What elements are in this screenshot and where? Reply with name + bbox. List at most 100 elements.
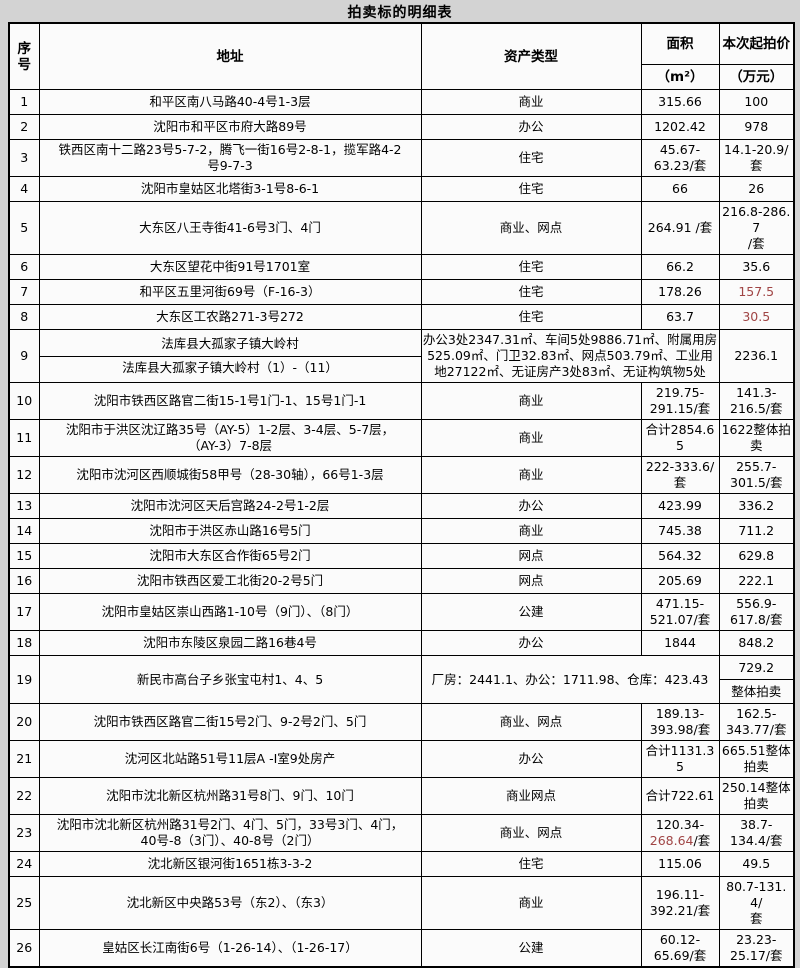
asset-type-cell: 住宅	[420, 279, 642, 305]
price-cell: 556.9- 617.8/套	[718, 593, 795, 631]
area-cell: 745.38	[640, 518, 720, 544]
asset-type-cell: 商业	[420, 382, 642, 420]
table-row: 17 沈阳市皇姑区崇山西路1-10号（9门）、（8门） 公建 471.15- 521.0…	[8, 593, 795, 631]
row-number-cell: 2	[8, 114, 40, 140]
address-cell: 沈北新区中央路53号（东2）、（东3）	[38, 876, 422, 930]
header-address: 地址	[38, 22, 422, 90]
price-cell: 23.23- 25.17/套	[718, 929, 795, 968]
address-cell: 沈北新区银河街1651栋3-3-2	[38, 851, 422, 877]
address-cell: 沈阳市铁西区路官二街15号2门、9-2号2门、5门	[38, 703, 422, 741]
area-cell: 471.15- 521.07/套	[640, 593, 720, 631]
header-asset-type: 资产类型	[420, 22, 642, 90]
address-cell: 沈阳市皇姑区北塔街3-1号8-6-1	[38, 176, 422, 202]
price-cell: 711.2	[718, 518, 795, 544]
address-cell: 沈阳市铁西区路官二街15-1号1门-1、15号1门-1	[38, 382, 422, 420]
price-cell: 978	[718, 114, 795, 140]
address-cell: 沈阳市大东区合作街65号2门	[38, 543, 422, 569]
address-cell: 和平区五里河街69号（F-16-3）	[38, 279, 422, 305]
address-cell: 沈阳市于洪区赤山路16号5门	[38, 518, 422, 544]
row-number-cell: 12	[8, 456, 40, 494]
area-cell: 423.99	[640, 493, 720, 519]
table-row: 15 沈阳市大东区合作街65号2门 网点 564.32 629.8	[8, 543, 795, 569]
table-row: 21 沈河区北站路51号11层A -I室9处房产 办公 合计1131.35 665.51…	[8, 740, 795, 778]
header-area-unit: （m²）	[640, 64, 720, 90]
area-cell: 564.32	[640, 543, 720, 569]
header-area: 面积	[640, 22, 720, 65]
table-row: 26 皇姑区长江南街6号（1-26-14）、（1-26-17） 公建 60.12- 65…	[8, 929, 795, 968]
price-cell: 848.2	[718, 630, 795, 656]
row-number-cell: 3	[8, 139, 40, 177]
area-cell: 合计2854.65	[640, 419, 720, 457]
asset-type-cell: 办公	[420, 493, 642, 519]
row-number-cell: 26	[8, 929, 40, 968]
price-cell: 157.5	[718, 279, 795, 305]
address-cell: 沈阳市沈北新区杭州路31号2门、4门、5门，33号3门、4门， 40号-8（3门）…	[38, 814, 422, 852]
row-number-cell: 22	[8, 777, 40, 815]
row-number-cell: 14	[8, 518, 40, 544]
price-cell: 216.8-286.7/套	[718, 201, 795, 255]
row-number-cell: 18	[8, 630, 40, 656]
table-row: 23 沈阳市沈北新区杭州路31号2门、4门、5门，33号3门、4门， 40号-8（3…	[8, 814, 795, 852]
table-row: 25 沈北新区中央路53号（东2）、（东3） 商业 196.11- 392.21/套 80…	[8, 876, 795, 930]
price-cell: 2236.1	[718, 329, 795, 383]
table-row: 10 沈阳市铁西区路官二街15-1号1门-1、15号1门-1 商业 219.75- 29…	[8, 382, 795, 420]
price-cell: 26	[718, 176, 795, 202]
address-cell: 大东区工农路271-3号272	[38, 304, 422, 330]
asset-type-cell: 办公	[420, 630, 642, 656]
table-row: 14 沈阳市于洪区赤山路16号5门 商业 745.38 711.2	[8, 518, 795, 544]
table-row: 6 大东区望花中街91号1701室 住宅 66.2 35.6	[8, 254, 795, 280]
row-number-cell: 9	[8, 329, 40, 383]
table-row: 19 新民市高台子乡张宝屯村1、4、5 厂房：2441.1、办公：1711.98、仓…	[8, 655, 795, 704]
address-cell-part: 法库县大孤家子镇大岭村	[161, 336, 299, 351]
price-cell-part: 729.2	[738, 659, 775, 675]
asset-type-cell: 商业、网点	[420, 201, 642, 255]
address-cell: 沈阳市于洪区沈辽路35号（AY-5）1-2层、3-4层、5-7层， （AY-3）7…	[38, 419, 422, 457]
row-number-cell: 25	[8, 876, 40, 930]
asset-type-cell: 住宅	[420, 176, 642, 202]
table-row: 9 法库县大孤家子镇大岭村 法库县大孤家子镇大岭村（1）-（11） 办公3处2347.…	[8, 329, 795, 383]
area-cell: 合计1131.35	[640, 740, 720, 778]
price-cell: 255.7- 301.5/套	[718, 456, 795, 494]
area-cell: 60.12- 65.69/套	[640, 929, 720, 968]
address-cell-part: 法库县大孤家子镇大岭村（1）-（11）	[40, 355, 420, 380]
table-row: 7 和平区五里河街69号（F-16-3） 住宅 178.26 157.5	[8, 279, 795, 305]
asset-type-cell: 商业	[420, 518, 642, 544]
area-cell: 1844	[640, 630, 720, 656]
area-cell: 264.91 /套	[640, 201, 720, 255]
address-cell: 法库县大孤家子镇大岭村法库县大孤家子镇大岭村（1）-（11）	[38, 329, 422, 383]
area-cell: 1202.42	[640, 114, 720, 140]
address-cell: 沈河区北站路51号11层A -I室9处房产	[38, 740, 422, 778]
area-cell: 115.06	[640, 851, 720, 877]
asset-type-cell: 商业	[420, 456, 642, 494]
area-cell: 178.26	[640, 279, 720, 305]
row-number-cell: 8	[8, 304, 40, 330]
area-cell: 189.13- 393.98/套	[640, 703, 720, 741]
price-cell: 30.5	[718, 304, 795, 330]
address-cell: 皇姑区长江南街6号（1-26-14）、（1-26-17）	[38, 929, 422, 968]
price-cell: 100	[718, 89, 795, 115]
price-cell: 14.1-20.9/套	[718, 139, 795, 177]
row-number-cell: 23	[8, 814, 40, 852]
area-cell: 196.11- 392.21/套	[640, 876, 720, 930]
table-row: 1 和平区南八马路40-4号1-3层 商业 315.66 100	[8, 89, 795, 115]
price-cell: 80.7-131.4/套	[718, 876, 795, 930]
address-cell: 和平区南八马路40-4号1-3层	[38, 89, 422, 115]
table-row: 2 沈阳市和平区市府大路89号 办公 1202.42 978	[8, 114, 795, 140]
address-cell: 铁西区南十二路23号5-7-2，腾飞一街16号2-8-1，揽军路4-2 号9-7-…	[38, 139, 422, 177]
address-cell: 沈阳市东陵区泉园二路16巷4号	[38, 630, 422, 656]
price-cell: 162.5- 343.77/套	[718, 703, 795, 741]
price-cell: 336.2	[718, 493, 795, 519]
asset-type-cell: 商业、网点	[420, 703, 642, 741]
table-row: 16 沈阳市铁西区爱工北街20-2号5门 网点 205.69 222.1	[8, 568, 795, 594]
row-number-cell: 21	[8, 740, 40, 778]
table-row: 13 沈阳市沈河区天后宫路24-2号1-2层 办公 423.99 336.2	[8, 493, 795, 519]
header-price: 本次起拍价	[718, 22, 795, 65]
row-number-cell: 4	[8, 176, 40, 202]
table-row: 24 沈北新区银河街1651栋3-3-2 住宅 115.06 49.5	[8, 851, 795, 877]
row-number-cell: 15	[8, 543, 40, 569]
address-cell: 新民市高台子乡张宝屯村1、4、5	[38, 655, 422, 704]
address-cell: 沈阳市沈北新区杭州路31号8门、9门、10门	[38, 777, 422, 815]
header-no: 序号	[8, 22, 40, 90]
row-number-cell: 1	[8, 89, 40, 115]
address-cell: 沈阳市铁西区爱工北街20-2号5门	[38, 568, 422, 594]
